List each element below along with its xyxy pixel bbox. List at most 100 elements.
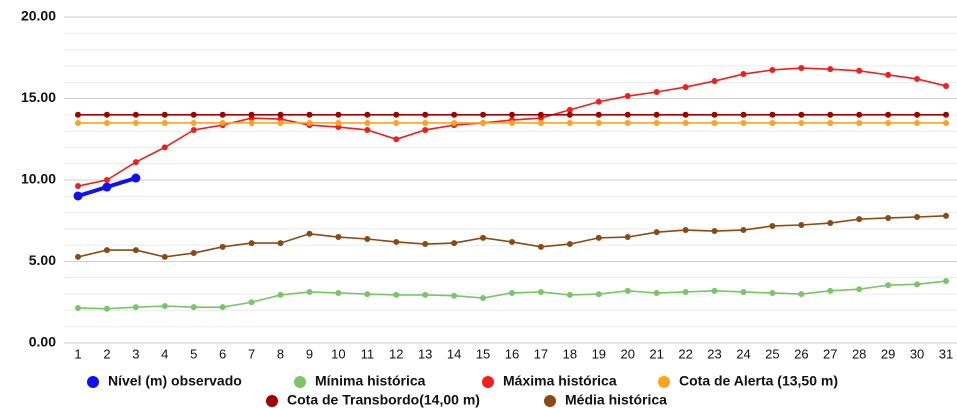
data-point (364, 111, 371, 118)
data-point (190, 250, 197, 257)
data-point (827, 220, 834, 227)
data-point (364, 291, 371, 298)
data-point (914, 281, 921, 288)
x-tick-label: 8 (277, 346, 284, 361)
data-point (537, 111, 544, 118)
data-point (856, 119, 863, 126)
data-point (161, 253, 168, 260)
data-point (653, 88, 660, 95)
x-tick-label: 14 (447, 346, 461, 361)
data-point (509, 289, 515, 296)
y-tick-label: 20.00 (21, 8, 56, 24)
data-point (393, 111, 400, 118)
legend-label: Cota de Alerta (13,50 m) (679, 373, 838, 389)
data-point (624, 93, 631, 100)
data-point (422, 119, 429, 126)
data-point (537, 288, 544, 295)
data-point (451, 292, 458, 299)
data-point (624, 119, 631, 126)
x-tick-label: 11 (361, 346, 375, 361)
x-tick-label: 13 (418, 346, 432, 361)
data-point (885, 214, 892, 221)
legend-label: Máxima histórica (503, 373, 617, 389)
x-tick-label: 9 (306, 346, 313, 361)
data-point (75, 304, 81, 311)
data-point (364, 126, 371, 133)
y-tick-label: 15.00 (21, 89, 56, 105)
data-point (943, 119, 949, 126)
legend-item: Cota de Transbordo(14,00 m) (266, 392, 480, 408)
data-point (248, 240, 255, 247)
data-point (451, 119, 458, 126)
data-point (509, 119, 515, 126)
data-point (711, 119, 718, 126)
data-point (132, 159, 139, 166)
legend-item: Cota de Alerta (13,50 m) (658, 373, 838, 389)
data-point (769, 289, 776, 296)
data-point (132, 111, 139, 118)
data-point (769, 66, 776, 73)
data-point (595, 111, 602, 118)
data-point (219, 119, 226, 126)
legend-item: Mínima histórica (294, 373, 426, 389)
x-tick-label: 19 (592, 346, 606, 361)
data-point (885, 111, 892, 118)
data-point (624, 287, 631, 294)
data-point (480, 119, 487, 126)
data-point (885, 119, 892, 126)
legend-label: Média histórica (565, 392, 667, 408)
x-tick-label: 2 (103, 346, 110, 361)
data-point (769, 111, 776, 118)
data-point (885, 282, 892, 289)
data-point (219, 243, 226, 250)
data-point (566, 241, 573, 248)
data-point (943, 82, 949, 89)
data-point (306, 111, 313, 118)
x-tick-label: 25 (765, 346, 779, 361)
data-point (856, 286, 863, 293)
data-point (566, 119, 573, 126)
data-point (827, 66, 834, 73)
legend-label: Nível (m) observado (108, 373, 242, 389)
data-point (393, 238, 400, 245)
data-point (653, 111, 660, 118)
x-tick-label: 16 (505, 346, 519, 361)
data-point (364, 236, 371, 243)
data-point (711, 111, 718, 118)
data-point (798, 291, 805, 298)
data-point (856, 67, 863, 74)
legend-marker (482, 376, 494, 388)
legend-item: Média histórica (544, 392, 667, 408)
data-point (682, 84, 689, 91)
data-point (798, 111, 805, 118)
data-point (306, 288, 313, 295)
data-point (248, 299, 255, 306)
x-tick-label: 29 (881, 346, 895, 361)
y-tick-label: 5.00 (29, 252, 56, 268)
data-point (769, 119, 776, 126)
data-point (219, 111, 226, 118)
data-point (103, 247, 110, 254)
data-point (190, 304, 197, 311)
data-point (566, 291, 573, 298)
data-point (827, 287, 834, 294)
data-point (393, 119, 400, 126)
data-point (190, 126, 197, 133)
x-tick-label: 3 (132, 346, 139, 361)
legend-label: Mínima histórica (315, 373, 426, 389)
data-point (103, 177, 110, 183)
x-tick-label: 31 (939, 346, 953, 361)
data-point (827, 119, 834, 126)
data-point (798, 221, 805, 228)
data-point (595, 234, 602, 241)
data-point (335, 119, 342, 126)
x-tick-label: 15 (476, 346, 490, 361)
data-point (740, 71, 747, 78)
data-point (75, 111, 81, 118)
x-tick-label: 6 (219, 346, 226, 361)
data-point (624, 111, 631, 118)
x-tick-label: 1 (74, 346, 81, 361)
data-point (653, 119, 660, 126)
data-point (537, 243, 544, 250)
x-tick-label: 12 (389, 346, 403, 361)
